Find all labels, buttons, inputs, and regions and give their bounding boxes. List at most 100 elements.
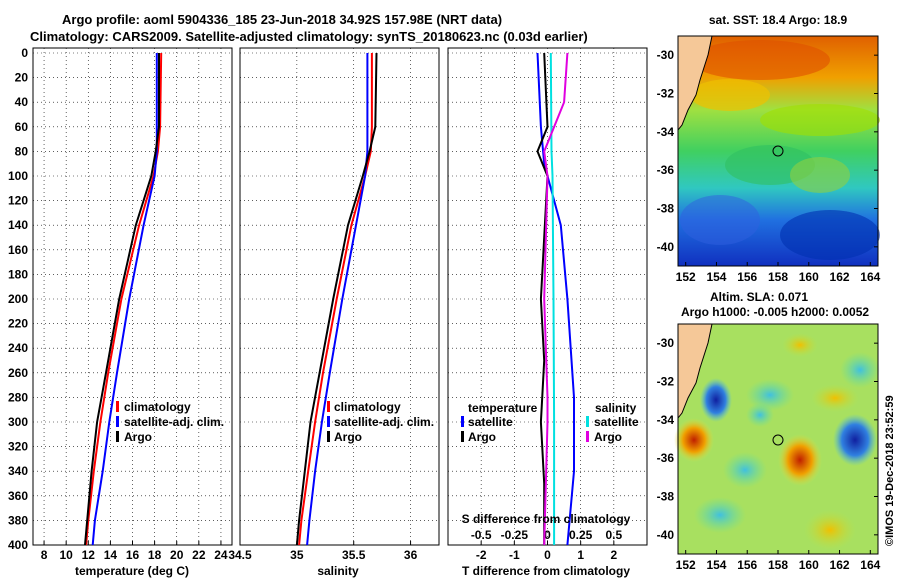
xtick-label: 20 bbox=[170, 548, 184, 562]
map-xtick-label: 152 bbox=[676, 270, 696, 284]
legend-swatch-sal-satellite bbox=[586, 416, 589, 427]
map-xtick-label: 156 bbox=[737, 558, 757, 572]
ytick-label: 80 bbox=[15, 144, 29, 158]
ytick-label: 260 bbox=[8, 366, 28, 380]
ytick-label: 0 bbox=[21, 46, 28, 60]
ytick-label: 340 bbox=[8, 464, 28, 478]
map-xtick-label: 164 bbox=[860, 270, 880, 284]
temperature-difference-legend: temperature satellite Argo bbox=[461, 401, 538, 444]
map-xtick-label: 164 bbox=[860, 558, 880, 572]
ytick-label: 40 bbox=[15, 95, 29, 109]
series-line-argo bbox=[295, 52, 378, 546]
map-ytick-label: -36 bbox=[657, 451, 675, 465]
argo-position-marker bbox=[772, 145, 784, 157]
xtick-label: 18 bbox=[148, 548, 162, 562]
legend-label-sal-satellite: satellite bbox=[594, 415, 639, 429]
xtick-label: 2 bbox=[610, 548, 617, 562]
ytick-label: 400 bbox=[8, 538, 28, 552]
top-xtick-label: 0.5 bbox=[605, 528, 622, 542]
map-ytick-label: -40 bbox=[657, 528, 675, 542]
legend-label-temp-argo: Argo bbox=[468, 430, 496, 444]
map-ytick-label: -32 bbox=[657, 375, 675, 389]
map-ytick-label: -30 bbox=[657, 48, 675, 62]
sla-map-title: Altim. SLA: 0.071 bbox=[710, 290, 808, 304]
ytick-label: 120 bbox=[8, 194, 28, 208]
sla-heatmap-field bbox=[674, 323, 880, 554]
ytick-label: 160 bbox=[8, 243, 28, 257]
temperature-legend: climatology satellite-adj. clim. Argo bbox=[116, 400, 224, 444]
xtick-label: 8 bbox=[41, 548, 48, 562]
sst-map-panel: sat. SST: 18.4 Argo: 18.9 152 154 156 158 16… bbox=[657, 13, 881, 284]
legend-label-climatology: climatology bbox=[124, 400, 191, 414]
difference-xlabel: T difference from climatology bbox=[462, 564, 630, 578]
xtick-label: 16 bbox=[126, 548, 140, 562]
legend-swatch-satellite-adj bbox=[116, 416, 119, 427]
series-line-salinity-argo bbox=[543, 52, 569, 546]
legend-title-salinity: salinity bbox=[595, 401, 637, 415]
xtick-label: 22 bbox=[192, 548, 206, 562]
imos-timestamp: ©IMOS 19-Dec-2018 23:52:59 bbox=[884, 395, 896, 546]
salinity-legend: climatology satellite-adj. clim. Argo bbox=[327, 400, 434, 444]
ytick-label: 360 bbox=[8, 489, 28, 503]
map-ytick-label: -32 bbox=[657, 87, 675, 101]
legend-swatch-satellite-adj bbox=[327, 416, 330, 427]
xtick-label: 0 bbox=[544, 548, 551, 562]
legend-swatch-climatology bbox=[116, 401, 119, 412]
salinity-plot-frame bbox=[239, 47, 440, 546]
map-xtick-label: 160 bbox=[799, 558, 819, 572]
map-xtick-label: 158 bbox=[768, 270, 788, 284]
salinity-xlabel: salinity bbox=[317, 564, 359, 578]
legend-label-argo: Argo bbox=[334, 430, 362, 444]
legend-swatch-argo bbox=[116, 431, 119, 442]
map-ytick-label: -38 bbox=[657, 490, 675, 504]
ytick-label: 300 bbox=[8, 415, 28, 429]
difference-xlabel-top: S difference from climatology bbox=[462, 512, 631, 526]
temperature-panel: 0 20 40 60 80 100 120 140 160 180 200 220 240 260 280 3… bbox=[8, 46, 233, 578]
map-ytick-label: -34 bbox=[657, 125, 675, 139]
ytick-label: 20 bbox=[15, 71, 29, 85]
xtick-label: 12 bbox=[82, 548, 96, 562]
legend-label-climatology: climatology bbox=[334, 400, 401, 414]
sst-heatmap-field bbox=[677, 35, 880, 266]
salinity-difference-legend: salinity satellite Argo bbox=[586, 401, 639, 444]
map-ytick-label: -40 bbox=[657, 240, 675, 254]
map-ytick-label: -30 bbox=[657, 336, 675, 350]
top-xtick-label: -0.25 bbox=[501, 528, 529, 542]
xtick-label: 35 bbox=[290, 548, 304, 562]
temperature-xlabel: temperature (deg C) bbox=[75, 564, 189, 578]
ytick-label: 140 bbox=[8, 218, 28, 232]
map-xtick-label: 152 bbox=[676, 558, 696, 572]
series-line-climatology bbox=[85, 52, 163, 546]
map-xtick-label: 156 bbox=[737, 270, 757, 284]
series-line-temperature-satellite bbox=[536, 52, 575, 546]
land-mask-australia bbox=[677, 35, 713, 132]
ytick-label: 200 bbox=[8, 292, 28, 306]
difference-panel: -2 -1 0 1 2 -0.5 -0.25 0 0.25 0.5 T difference f… bbox=[447, 47, 648, 578]
legend-title-temperature: temperature bbox=[468, 401, 538, 415]
figure-title-line2: Climatology: CARS2009. Satellite-adjuste… bbox=[30, 29, 588, 44]
map-ytick-label: -36 bbox=[657, 163, 675, 177]
legend-swatch-temp-satellite bbox=[461, 416, 464, 427]
legend-swatch-sal-argo bbox=[586, 431, 589, 442]
legend-label-temp-satellite: satellite bbox=[468, 415, 513, 429]
ytick-label: 60 bbox=[15, 120, 29, 134]
ytick-label: 320 bbox=[8, 440, 28, 454]
sla-map-subtitle: Argo h1000: -0.005 h2000: 0.0052 bbox=[681, 305, 869, 319]
series-line-argo bbox=[84, 53, 160, 546]
map-xtick-label: 154 bbox=[706, 558, 726, 572]
map-xtick-label: 162 bbox=[830, 270, 850, 284]
xtick-label: 24 bbox=[214, 548, 228, 562]
top-xtick-label: -0.5 bbox=[471, 528, 492, 542]
map-xtick-label: 158 bbox=[768, 558, 788, 572]
legend-label-argo: Argo bbox=[124, 430, 152, 444]
ytick-label: 380 bbox=[8, 513, 28, 527]
legend-label-sal-argo: Argo bbox=[594, 430, 622, 444]
map-xtick-label: 160 bbox=[799, 270, 819, 284]
xtick-label: 10 bbox=[59, 548, 73, 562]
ytick-label: 240 bbox=[8, 341, 28, 355]
series-line-satellite-adj-clim- bbox=[91, 53, 158, 546]
legend-label-satellite-adj: satellite-adj. clim. bbox=[334, 415, 434, 429]
ytick-label: 180 bbox=[8, 267, 28, 281]
sst-map-title: sat. SST: 18.4 Argo: 18.9 bbox=[709, 13, 848, 27]
